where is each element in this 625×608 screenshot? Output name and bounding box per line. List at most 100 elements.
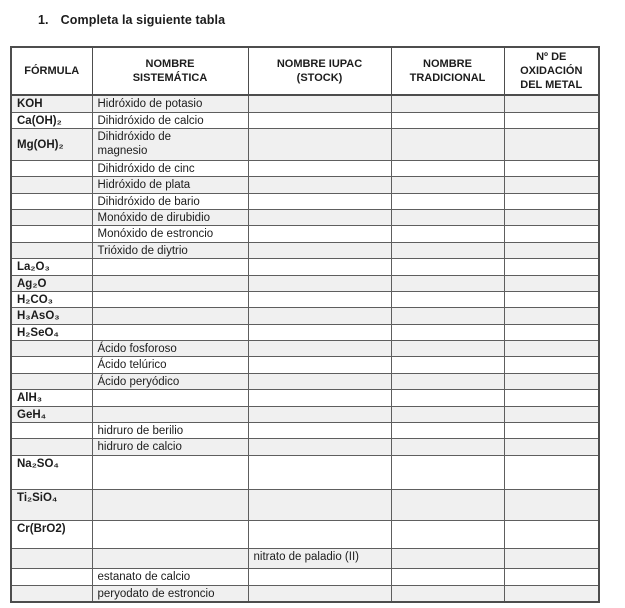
iupac-cell [247,241,392,260]
iupac-cell [247,323,392,342]
iupac-cell [247,111,392,129]
column-header: FÓRMULA [10,46,93,97]
formula-cell [10,209,93,227]
tradicional-cell [390,405,505,423]
table-row: Cr(BrO2) [10,519,600,549]
column-header: NOMBRE SISTEMÁTICA [91,46,249,97]
formula-cell [10,356,93,374]
formula-cell [10,241,93,260]
table-row: estanato de calcio [10,567,600,586]
formula-cell: Ag₂O [10,274,93,292]
formula-cell [10,159,93,178]
tradicional-cell [390,519,505,549]
oxidacion-cell [503,192,600,211]
formula-cell: La₂O₃ [10,258,93,276]
table-row: nitrato de paladio (II) [10,547,600,569]
formula-cell [10,584,93,603]
iupac-cell [247,584,392,603]
oxidacion-cell [503,519,600,549]
tradicional-cell [390,323,505,342]
tradicional-cell [390,225,505,243]
table-row: Ti₂SiO₄ [10,488,600,521]
oxidacion-cell [503,209,600,227]
sistematica-cell [91,405,249,423]
formula-cell: H₂SeO₄ [10,323,93,342]
iupac-cell [247,405,392,423]
tradicional-cell [390,307,505,325]
sistematica-cell: hidruro de berilio [91,421,249,440]
formula-cell [10,421,93,440]
sistematica-cell [91,307,249,325]
sistematica-cell: hidruro de calcio [91,438,249,456]
table-row: Monóxido de dirubidio [10,209,600,227]
sistematica-cell: peryodato de estroncio [91,584,249,603]
formula-cell [10,225,93,243]
iupac-cell [247,372,392,391]
table-row: Ácido peryódico [10,372,600,391]
sistematica-cell: Dihidróxido de cinc [91,159,249,178]
formula-cell: Cr(BrO2) [10,519,93,549]
oxidacion-cell [503,225,600,243]
oxidacion-cell [503,405,600,423]
tradicional-cell [390,94,505,113]
oxidacion-cell [503,111,600,129]
tradicional-cell [390,584,505,603]
iupac-cell [247,94,392,113]
column-header: NOMBRE TRADICIONAL [390,46,505,97]
oxidacion-cell [503,159,600,178]
table-row: Hidróxido de plata [10,176,600,194]
iupac-cell [247,209,392,227]
tradicional-cell [390,389,505,407]
formula-cell [10,176,93,194]
tradicional-cell [390,340,505,358]
tradicional-cell [390,290,505,309]
table-body: KOH Hidróxido de potasio Ca(OH)₂ Dihidróxid… [10,94,600,603]
page-title: 1. Completa la siguiente tabla [38,13,225,27]
column-header: Nº DE OXIDACIÓN DEL METAL [503,46,600,97]
table-row: AlH₃ [10,389,600,407]
table-row: Ag₂O [10,274,600,292]
title-number: 1. [38,13,49,27]
table-row: La₂O₃ [10,258,600,276]
iupac-cell [247,225,392,243]
iupac-cell [247,356,392,374]
table-row: H₃AsO₃ [10,307,600,325]
table-row: Dihidróxido de cinc [10,159,600,178]
formula-cell [10,547,93,569]
sistematica-cell [91,323,249,342]
table-row: Ácido fosforoso [10,340,600,358]
sistematica-cell: Ácido peryódico [91,372,249,391]
oxidacion-cell [503,567,600,586]
iupac-cell [247,389,392,407]
iupac-cell [247,290,392,309]
worksheet-table: FÓRMULA NOMBRE SISTEMÁTICA NOMBRE IUPAC (S… [10,46,600,604]
formula-cell [10,192,93,211]
oxidacion-cell [503,372,600,391]
oxidacion-cell [503,389,600,407]
tradicional-cell [390,111,505,129]
sistematica-cell [91,519,249,549]
tradicional-cell [390,176,505,194]
tradicional-cell [390,567,505,586]
table-row: Mg(OH)₂ Dihidróxido de magnesio [10,127,600,161]
oxidacion-cell [503,323,600,342]
sistematica-cell: Hidróxido de potasio [91,94,249,113]
tradicional-cell [390,488,505,521]
formula-cell: GeH₄ [10,405,93,423]
table-row: Dihidróxido de bario [10,192,600,211]
sistematica-cell: Dihidróxido de bario [91,192,249,211]
oxidacion-cell [503,454,600,490]
iupac-cell [247,127,392,161]
tradicional-cell [390,356,505,374]
oxidacion-cell [503,241,600,260]
sistematica-cell [91,274,249,292]
oxidacion-cell [503,176,600,194]
header-row: FÓRMULA NOMBRE SISTEMÁTICA NOMBRE IUPAC (S… [10,46,600,97]
oxidacion-cell [503,547,600,569]
iupac-cell [247,192,392,211]
iupac-cell [247,258,392,276]
iupac-cell [247,307,392,325]
title-text: Completa la siguiente tabla [60,13,226,27]
table-row: Monóxido de estroncio [10,225,600,243]
